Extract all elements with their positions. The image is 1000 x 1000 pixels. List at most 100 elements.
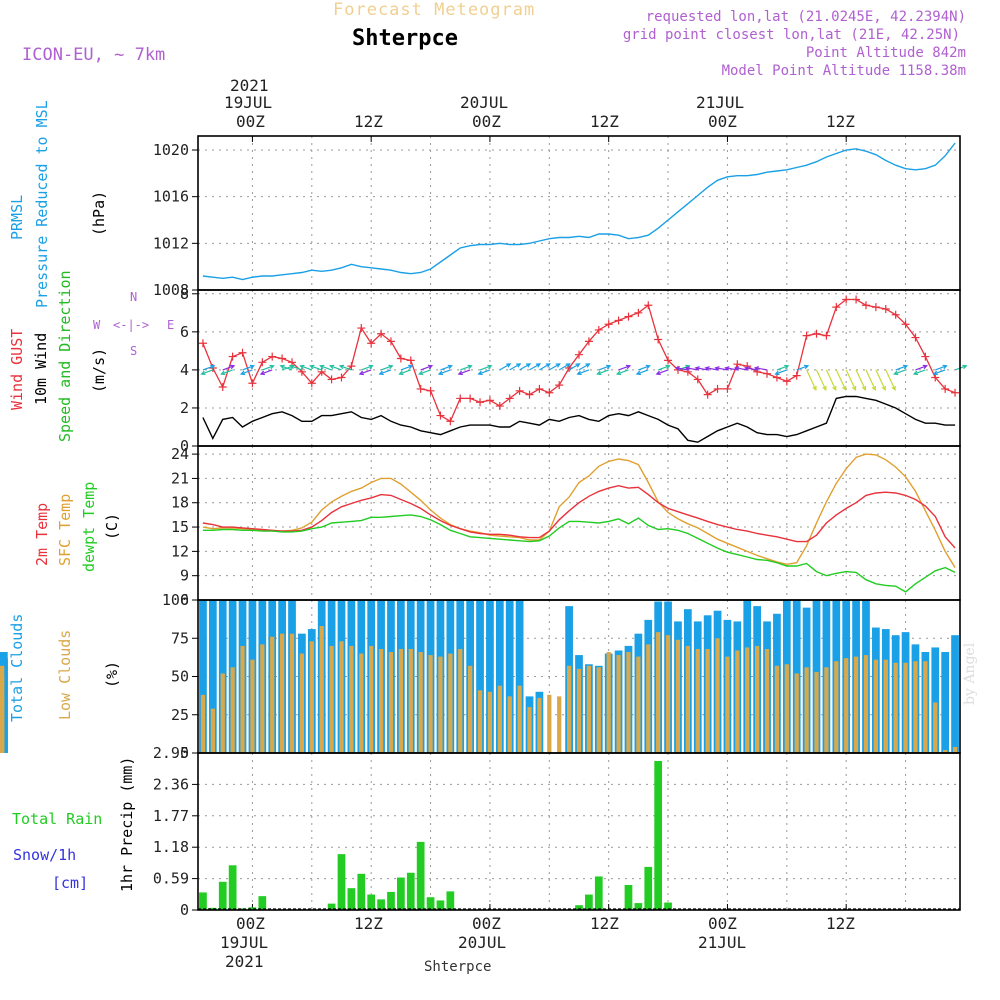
ytick-label: 0 xyxy=(180,437,189,455)
gust-marker xyxy=(693,375,702,384)
wind-direction-arrow xyxy=(242,365,255,371)
panel-bg-0 xyxy=(198,136,960,290)
wind-arrow-head xyxy=(299,364,305,370)
rain-bar xyxy=(327,903,336,910)
rain-bar xyxy=(575,905,583,910)
gust-marker xyxy=(436,411,445,420)
gust-marker xyxy=(782,377,791,386)
low-cloud-bar xyxy=(349,645,354,753)
low-cloud-bar xyxy=(487,691,493,753)
gust-marker xyxy=(861,301,870,310)
rain-bar xyxy=(397,877,405,910)
wind-arrow-head xyxy=(684,366,690,371)
wind-arrow-head xyxy=(674,366,681,371)
total-cloud-bar xyxy=(208,600,217,753)
wind-direction-arrow xyxy=(529,363,541,371)
gust-marker xyxy=(713,384,722,393)
wind-direction-arrow xyxy=(894,369,906,375)
wind-direction-arrow xyxy=(636,369,649,375)
gust-marker xyxy=(456,394,465,403)
low-cloud-bar xyxy=(853,656,859,753)
ytick-label: 2.36 xyxy=(153,775,189,793)
wind-direction-arrow xyxy=(202,365,215,371)
ytick-label: 50 xyxy=(171,668,189,686)
rain-bar xyxy=(654,760,663,910)
panel-frame-4 xyxy=(197,752,961,911)
gust-marker xyxy=(426,386,435,395)
wind-direction-arrow xyxy=(222,365,235,371)
wind-arrow-head xyxy=(309,364,315,370)
low-cloud-bar xyxy=(388,652,394,753)
gust-marker xyxy=(575,350,583,359)
wind-arrow-head xyxy=(259,370,265,376)
rain-bar xyxy=(218,881,227,910)
gust-marker xyxy=(238,348,247,357)
gust-marker xyxy=(901,320,910,329)
wind-arrow-head xyxy=(388,364,394,370)
gust-marker xyxy=(911,333,920,342)
low-cloud-bar xyxy=(566,665,572,753)
wind-arrow-head xyxy=(418,370,424,376)
wind-arrow-head xyxy=(902,364,909,370)
wind-arrow-head xyxy=(635,370,642,376)
wind-arrow-head xyxy=(753,366,760,371)
ytick-label: 100 xyxy=(162,591,189,609)
low-cloud-bar xyxy=(270,636,275,753)
total-cloud-bar xyxy=(486,600,494,753)
low-cloud-bar xyxy=(685,645,690,753)
low-cloud-bar xyxy=(883,659,888,753)
wind-arrow-head xyxy=(891,385,896,392)
wind-arrow-head xyxy=(210,364,216,370)
low-cloud-bar xyxy=(933,702,938,753)
gust-marker xyxy=(772,373,781,382)
total-cloud-bar xyxy=(931,647,940,753)
total-cloud-bar xyxy=(199,600,207,753)
wind-direction-arrow xyxy=(715,367,728,371)
gust-marker xyxy=(357,324,366,333)
precip-label: 1hr Precip (mm) xyxy=(118,756,136,892)
bottom-tick-12z-3: 12Z xyxy=(826,914,855,933)
gust-marker xyxy=(614,316,623,325)
gust-marker xyxy=(555,381,564,390)
rain-bar xyxy=(446,891,455,910)
wind-arrow-head xyxy=(625,364,632,370)
gust-marker xyxy=(594,325,603,334)
wind-arrow-head xyxy=(596,370,602,376)
gust-marker xyxy=(664,356,673,365)
low-cloud-bar xyxy=(200,694,206,753)
point-altitude: Point Altitude 842m xyxy=(805,45,966,61)
wind-direction-arrow xyxy=(933,369,946,375)
ytick-label: 2 xyxy=(180,399,189,417)
wind-arrow-head xyxy=(545,363,551,368)
wind-arrow-head xyxy=(279,364,285,370)
ytick-label: 0.59 xyxy=(153,870,189,888)
compass-east: E xyxy=(167,318,175,332)
gust-marker xyxy=(268,352,277,361)
gust-marker xyxy=(446,417,455,426)
gust-marker xyxy=(505,394,514,403)
total-cloud-bar xyxy=(476,600,484,753)
rain-bar xyxy=(248,907,257,910)
gust-marker xyxy=(822,331,831,340)
wind-arrow-head xyxy=(724,366,730,371)
wind-arrow-head xyxy=(398,370,404,376)
wind-arrow-head xyxy=(525,363,532,368)
gust-marker xyxy=(654,335,663,344)
model-label: ICON-EU, ~ 7km xyxy=(22,45,166,65)
low-cloud-bar xyxy=(398,648,403,753)
wind-direction-arrow xyxy=(519,363,531,371)
wind-direction-arrow xyxy=(895,365,908,371)
low-cloud-bar xyxy=(814,671,819,753)
wind-arrow-head xyxy=(694,366,700,371)
low-cloud-bar xyxy=(557,696,562,753)
ytick-label: 1020 xyxy=(153,141,189,159)
wind-speed-line xyxy=(202,395,956,443)
wind-direction-arrow xyxy=(725,367,738,371)
wind-arrow-head xyxy=(575,363,581,368)
wind-direction-arrow xyxy=(201,369,214,375)
requested-coords: requested lon,lat (21.0245E, 42.2394N) xyxy=(645,9,966,25)
low-cloud-bar xyxy=(230,667,235,753)
wind-direction-arrow xyxy=(509,363,521,371)
bottom-tick-12z-1: 12Z xyxy=(354,914,383,933)
